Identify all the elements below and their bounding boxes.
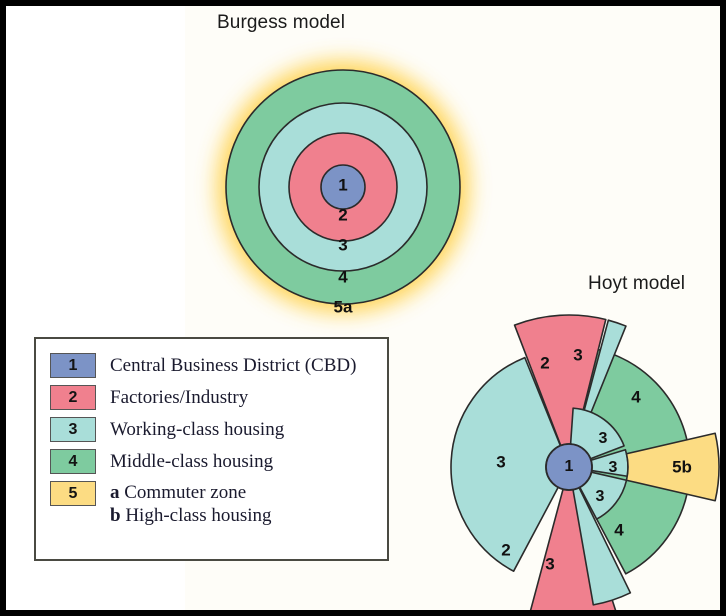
legend-label-5a-line: a Commuter zone	[110, 481, 272, 504]
legend-swatch-number-1: 1	[68, 356, 78, 374]
zone-label-3: 3	[496, 452, 505, 471]
burgess-model-diagram: 5a 4 3 2 1	[217, 61, 469, 316]
zone-label-2: 2	[501, 540, 510, 559]
legend-item-1: 1 Central Business District (CBD)	[50, 353, 375, 378]
hoyt-sector-5b-10	[625, 432, 720, 502]
figure-canvas: 5a 4 3 2 1 4 4 3 2 3 2 3 3 3 3 5b 1 Burgess model Hoyt …	[6, 6, 720, 610]
legend-sub-letter-b: b	[110, 505, 121, 526]
legend-swatch-4: 4	[50, 449, 96, 474]
zone-label-5a: 5a	[334, 297, 353, 316]
zone-label-1: 1	[565, 458, 574, 475]
legend-swatch-number-2: 2	[68, 388, 78, 406]
legend-swatch-5: 5	[50, 481, 96, 506]
hoyt-sectors	[450, 314, 720, 610]
legend-item-2: 2 Factories/Industry	[50, 385, 375, 410]
hoyt-sector-1-11	[545, 443, 593, 491]
burgess-model-title: Burgess model	[217, 12, 346, 33]
legend-swatch-1: 1	[50, 353, 96, 378]
burgess-ring-1	[320, 164, 366, 210]
legend-swatch-number-4: 4	[68, 452, 78, 470]
legend-label-5a: Commuter zone	[124, 482, 247, 503]
legend-label-2: Factories/Industry	[110, 387, 249, 408]
zone-label-1: 1	[338, 175, 347, 194]
burgess-rings	[225, 69, 461, 305]
zone-label-2: 2	[338, 205, 347, 224]
legend-label-1: Central Business District (CBD)	[110, 355, 357, 376]
legend-label-3: Working-class housing	[110, 419, 285, 440]
legend-item-5: 5 a Commuter zone b High-class housing	[50, 481, 375, 527]
hoyt-model-title: Hoyt model	[588, 273, 686, 294]
zone-label-3: 3	[545, 554, 554, 573]
legend-label-5: a Commuter zone b High-class housing	[110, 481, 272, 527]
burgess-zone-labels: 5a 4 3 2 1	[334, 175, 353, 316]
zone-label-2: 2	[540, 353, 549, 372]
zone-label-3: 3	[609, 459, 618, 476]
legend-label-4: Middle-class housing	[110, 451, 274, 472]
legend-label-5b-line: b High-class housing	[110, 504, 272, 527]
zone-label-3: 3	[599, 430, 608, 447]
legend-swatch-2: 2	[50, 385, 96, 410]
legend-sub-letter-a: a	[110, 482, 120, 503]
legend-swatch-number-5: 5	[68, 484, 78, 502]
legend-swatch-number-3: 3	[68, 420, 78, 438]
zone-label-4: 4	[631, 387, 641, 406]
zone-label-4: 4	[338, 267, 348, 286]
legend-label-5b: High-class housing	[125, 505, 272, 526]
legend-box: 1 Central Business District (CBD) 2 Fact…	[34, 337, 389, 561]
zone-label-5b: 5b	[672, 457, 692, 476]
legend-item-4: 4 Middle-class housing	[50, 449, 375, 474]
legend-item-3: 3 Working-class housing	[50, 417, 375, 442]
zone-label-3: 3	[573, 345, 582, 364]
legend-swatch-3: 3	[50, 417, 96, 442]
zone-label-3: 3	[338, 235, 347, 254]
zone-label-3: 3	[596, 488, 605, 505]
zone-label-4: 4	[614, 520, 624, 539]
